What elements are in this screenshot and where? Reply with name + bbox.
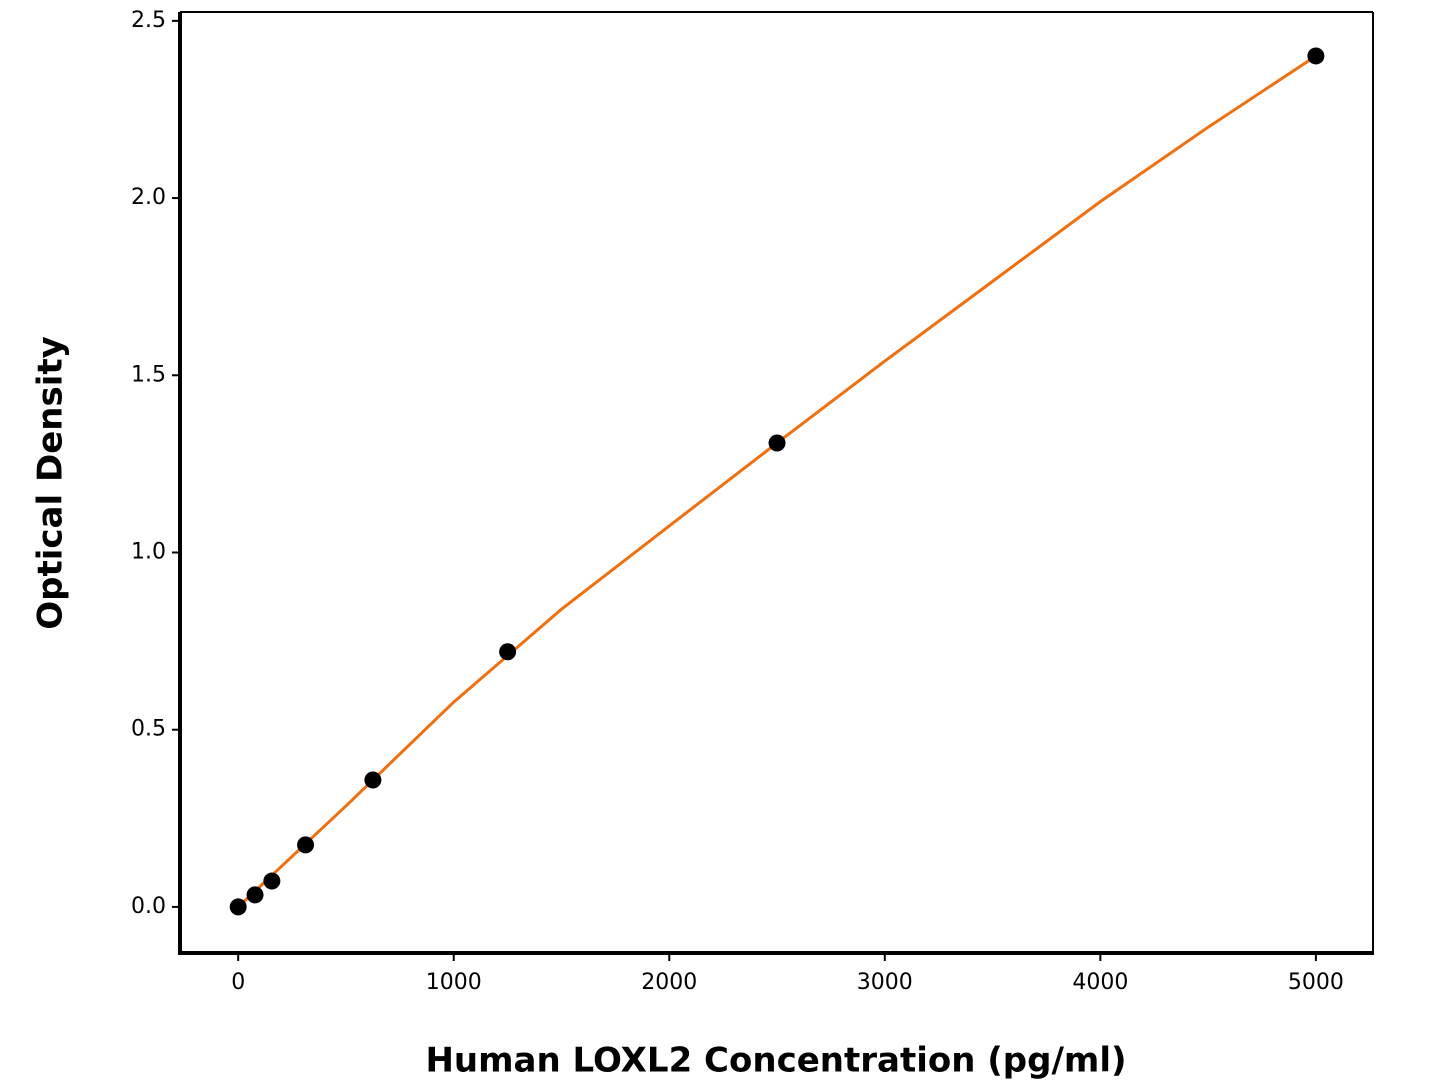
data-point [1307, 47, 1325, 65]
data-point [499, 643, 517, 661]
data-point [364, 771, 382, 789]
y-tick-label: 1.5 [131, 362, 166, 387]
y-tick-label: 1.0 [131, 539, 166, 564]
data-point [229, 898, 247, 916]
x-axis-label: Human LOXL2 Concentration (pg/ml) [425, 1041, 1126, 1081]
y-tick-label: 2.5 [131, 8, 166, 33]
data-point [263, 872, 281, 890]
data-point [246, 886, 264, 904]
y-axis-label: Optical Density [31, 336, 71, 630]
x-tick-label: 0 [231, 970, 245, 995]
y-tick-label: 0.0 [131, 894, 166, 919]
x-tick-label: 4000 [1072, 970, 1128, 995]
x-tick-label: 5000 [1288, 970, 1344, 995]
y-tick-label: 0.5 [131, 717, 166, 742]
x-tick-label: 3000 [857, 970, 913, 995]
x-tick-label: 2000 [641, 970, 697, 995]
y-tick-label: 2.0 [131, 185, 166, 210]
fit-curve [237, 54, 1317, 909]
data-point [768, 434, 786, 452]
x-tick-label: 1000 [426, 970, 482, 995]
data-point [297, 836, 315, 854]
